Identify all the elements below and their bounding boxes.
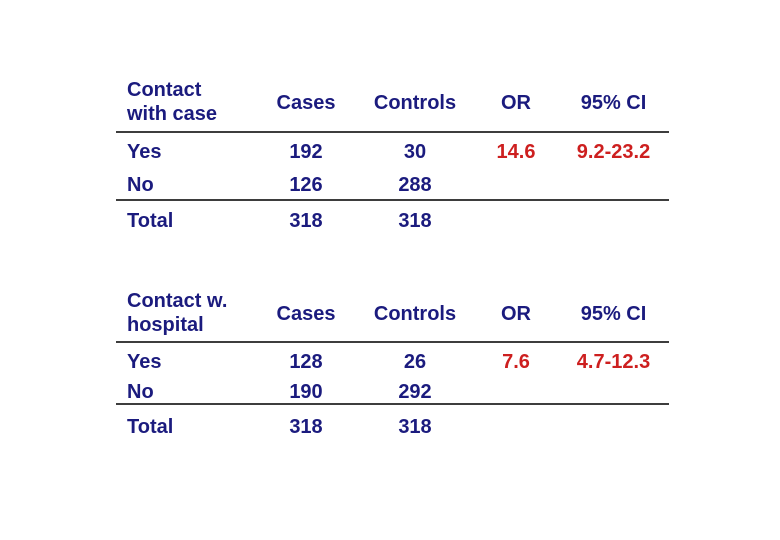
row-label: Total — [127, 416, 174, 438]
ci-value: 9.2-23.2 — [576, 141, 651, 163]
row-label: No — [127, 174, 154, 196]
column-header-or: OR — [501, 302, 531, 325]
row-header-label: Contact with case — [127, 79, 218, 125]
table-row-total: Total 318 318 — [116, 405, 669, 449]
column-header-or: OR — [501, 92, 531, 114]
controls-value: 30 — [403, 141, 427, 163]
table-row-total: Total 318 318 — [116, 201, 669, 241]
column-header-cases: Cases — [276, 302, 336, 325]
column-header-controls: Controls — [373, 92, 457, 114]
table-row-no: No 190 292 — [116, 381, 669, 405]
contact-with-case-table: Contact with case Cases Controls OR 95% … — [116, 75, 669, 241]
column-header-ci: 95% CI — [580, 92, 647, 114]
contact-w-hospital-table: Contact w. hospital Cases Controls OR 95… — [116, 286, 669, 449]
column-header-ci: 95% CI — [580, 302, 647, 325]
row-label: No — [127, 381, 154, 403]
ci-value: 4.7-12.3 — [576, 351, 651, 373]
controls-total: 318 — [398, 416, 432, 438]
table-row-no: No 126 288 — [116, 171, 669, 201]
row-label: Yes — [127, 351, 162, 373]
table-row-yes: Yes 128 26 7.6 4.7-12.3 — [116, 343, 669, 381]
cases-total: 318 — [289, 416, 323, 438]
row-label: Yes — [127, 141, 162, 163]
cases-total: 318 — [289, 210, 323, 232]
controls-total: 318 — [398, 210, 432, 232]
row-header-label: Contact w. hospital — [127, 289, 228, 336]
controls-value: 26 — [403, 351, 427, 373]
or-value: 7.6 — [502, 351, 530, 373]
table-header-row: Contact w. hospital Cases Controls OR 95… — [116, 286, 669, 343]
cases-value: 128 — [289, 351, 323, 373]
or-value: 14.6 — [496, 141, 536, 163]
controls-value: 288 — [398, 174, 432, 196]
table-row-yes: Yes 192 30 14.6 9.2-23.2 — [116, 133, 669, 171]
row-label: Total — [127, 210, 174, 232]
column-header-cases: Cases — [276, 92, 336, 114]
cases-value: 190 — [289, 381, 323, 403]
table-header-row: Contact with case Cases Controls OR 95% … — [116, 75, 669, 133]
controls-value: 292 — [398, 381, 432, 403]
cases-value: 192 — [289, 141, 323, 163]
cases-value: 126 — [289, 174, 323, 196]
column-header-controls: Controls — [373, 302, 457, 325]
